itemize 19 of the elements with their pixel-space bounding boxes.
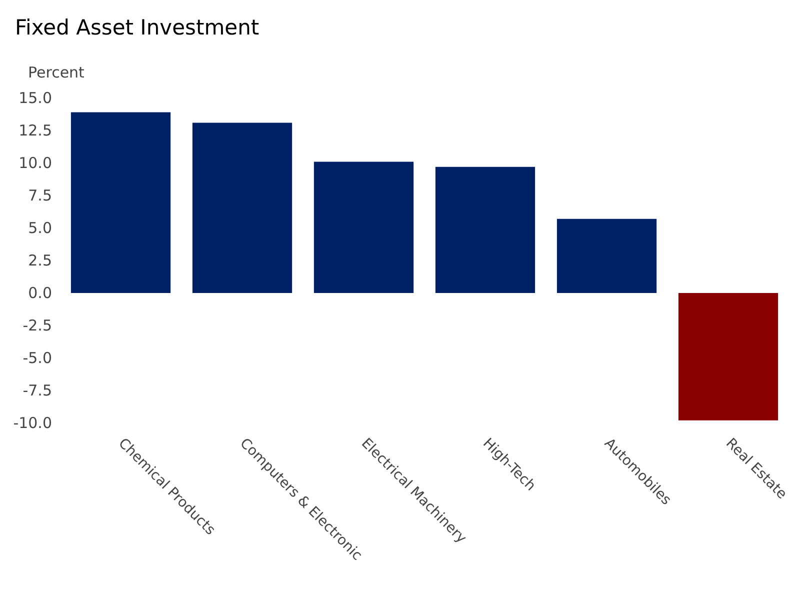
y-tick-label: 7.5	[28, 186, 52, 204]
bar	[435, 166, 536, 293]
y-tick-label: -7.5	[22, 382, 52, 400]
y-tick-label: -10.0	[13, 414, 52, 432]
y-axis-title: Percent	[28, 64, 85, 82]
bar	[678, 293, 778, 420]
y-tick-label: 12.5	[18, 122, 52, 140]
bar	[314, 162, 414, 293]
chart-title: Fixed Asset Investment	[15, 16, 260, 40]
y-tick-label: 10.0	[18, 154, 52, 172]
y-tick-label: -2.5	[22, 316, 52, 334]
y-tick-label: -5.0	[22, 349, 52, 367]
y-tick-label: 5.0	[28, 219, 52, 237]
bar	[192, 122, 292, 293]
y-tick-label: 15.0	[18, 89, 52, 107]
y-tick-label: 2.5	[28, 252, 52, 270]
bar	[70, 112, 171, 293]
bar	[556, 218, 657, 293]
y-tick-label: 0.0	[28, 284, 52, 302]
